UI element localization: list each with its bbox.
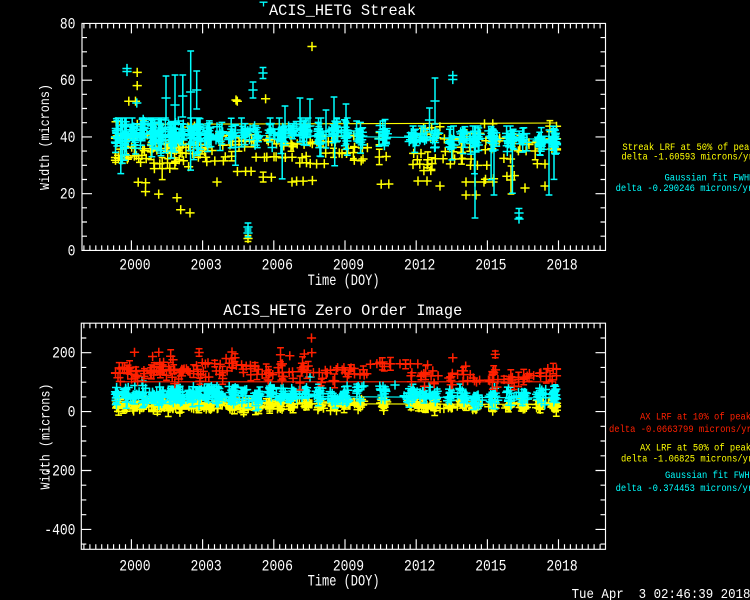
svg-text:60: 60 (60, 73, 76, 90)
svg-text:delta -0.0663799 microns/yr: delta -0.0663799 microns/yr (609, 423, 750, 435)
svg-text:200: 200 (52, 346, 75, 363)
svg-text:2003: 2003 (190, 258, 221, 275)
svg-text:Width (microns): Width (microns) (37, 84, 53, 190)
svg-text:ACIS_HETG Zero Order Image: ACIS_HETG Zero Order Image (223, 302, 462, 320)
svg-text:2003: 2003 (190, 559, 221, 576)
svg-text:2006: 2006 (262, 258, 293, 275)
svg-text:2015: 2015 (475, 559, 506, 576)
svg-text:0: 0 (68, 405, 76, 422)
svg-text:2006: 2006 (262, 559, 293, 576)
svg-text:2018: 2018 (546, 258, 577, 275)
svg-text:2000: 2000 (119, 258, 150, 275)
svg-text:40: 40 (60, 130, 76, 147)
svg-text:delta -1.60593 microns/yr: delta -1.60593 microns/yr (621, 151, 750, 163)
svg-text:Width (microns): Width (microns) (38, 384, 54, 490)
svg-text:2009: 2009 (333, 258, 364, 275)
svg-text:Streak LRF at 50% of peak: Streak LRF at 50% of peak (622, 141, 750, 153)
svg-text:delta -1.06825 microns/yr: delta -1.06825 microns/yr (621, 453, 750, 465)
svg-text:ACIS_HETG Streak: ACIS_HETG Streak (269, 2, 416, 20)
svg-text:-400: -400 (44, 522, 75, 539)
svg-text:0: 0 (68, 243, 76, 260)
svg-text:2000: 2000 (119, 559, 150, 576)
svg-text:-200: -200 (44, 464, 75, 481)
svg-text:2009: 2009 (333, 559, 364, 576)
svg-text:2015: 2015 (475, 258, 506, 275)
svg-text:20: 20 (60, 187, 76, 204)
svg-text:2012: 2012 (404, 258, 435, 275)
svg-text:delta -0.290246 microns/yr: delta -0.290246 microns/yr (616, 182, 750, 194)
svg-text:AX LRF at 50% of peak: AX LRF at 50% of peak (640, 442, 750, 454)
svg-text:Time (DOY): Time (DOY) (308, 273, 380, 291)
svg-text:80: 80 (60, 16, 76, 33)
svg-text:Time (DOY): Time (DOY) (308, 573, 380, 591)
svg-text:Gaussian fit FWHM: Gaussian fit FWHM (665, 469, 750, 481)
svg-text:2012: 2012 (404, 559, 435, 576)
svg-text:Tue Apr 3 02:46:39 2018: Tue Apr 3 02:46:39 2018 (572, 586, 750, 600)
svg-text:Gaussian fit FWHM: Gaussian fit FWHM (665, 172, 750, 184)
svg-text:delta -0.374453 microns/yr: delta -0.374453 microns/yr (616, 482, 750, 494)
svg-text:AX LRF at 10% of peak: AX LRF at 10% of peak (640, 411, 750, 423)
svg-text:2018: 2018 (546, 559, 577, 576)
